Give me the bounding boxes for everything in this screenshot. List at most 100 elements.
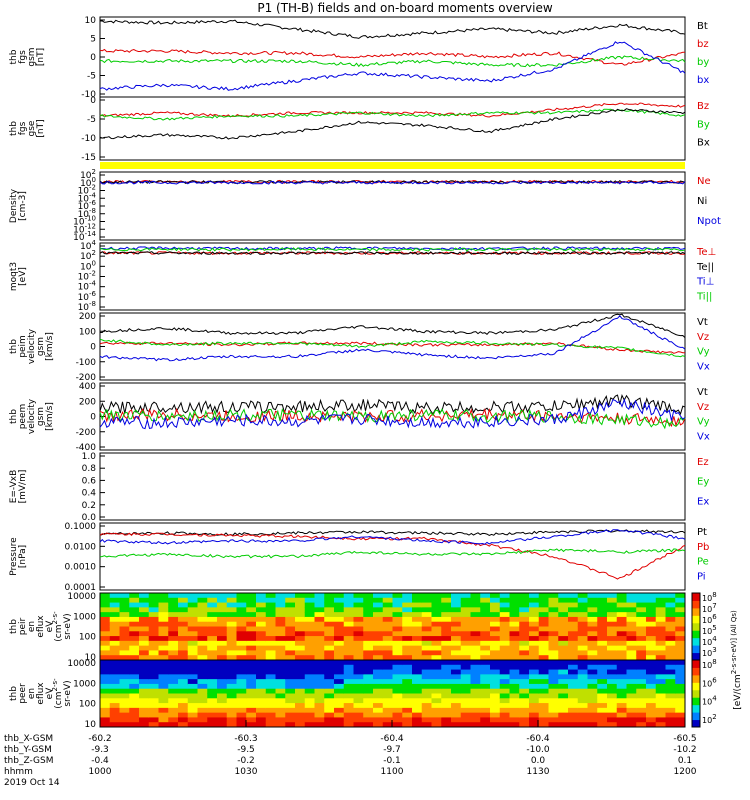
ephemeris-value: -0.1 bbox=[383, 756, 401, 766]
spectrogram-cell bbox=[100, 712, 111, 718]
spectrogram-cell bbox=[373, 688, 384, 694]
spectrogram-cell bbox=[265, 707, 276, 714]
spectrogram-cell bbox=[178, 698, 189, 704]
spectrogram-cell bbox=[441, 650, 452, 656]
panel-7: Pressure [nPa]0.10000.01000.00100.0001PtP… bbox=[9, 522, 709, 593]
spectrogram-cell bbox=[392, 712, 403, 718]
spectrogram-cell bbox=[412, 597, 423, 604]
spectrogram-cell bbox=[295, 698, 306, 704]
spectrogram-cell bbox=[236, 645, 247, 651]
spectrogram-cell bbox=[460, 717, 471, 723]
spectrogram-cell bbox=[626, 650, 637, 656]
spectrogram-cell bbox=[577, 636, 588, 642]
spectrogram-cell bbox=[548, 621, 559, 627]
spectrogram-cell bbox=[568, 616, 579, 623]
spectrogram-cell bbox=[178, 674, 189, 680]
spectrogram-cell bbox=[577, 664, 588, 671]
spectrogram-cell bbox=[431, 616, 442, 623]
spectrogram-cell bbox=[470, 640, 481, 647]
spectrogram-cell bbox=[187, 669, 198, 675]
spectrogram-cell bbox=[655, 597, 666, 604]
spectrogram-cell bbox=[353, 626, 364, 632]
ephemeris-value: -60.4 bbox=[526, 734, 550, 744]
spectrogram-cell bbox=[246, 722, 257, 728]
spectrogram-cell bbox=[509, 640, 520, 647]
spectrogram-cell bbox=[382, 655, 393, 661]
spectrogram-cell bbox=[304, 660, 315, 666]
spectrogram-cell bbox=[402, 703, 413, 709]
spectrogram-cell bbox=[587, 722, 598, 728]
spectrogram-cell bbox=[285, 660, 296, 666]
spectrogram-cell bbox=[304, 679, 315, 685]
spectrogram-cell bbox=[100, 631, 111, 637]
legend-Vz: Vz bbox=[697, 402, 709, 413]
spectrogram-cell bbox=[519, 636, 530, 642]
spectrogram-cell bbox=[490, 660, 501, 666]
spectrogram-cell bbox=[109, 683, 120, 690]
spectrogram-cell bbox=[382, 717, 393, 723]
spectrogram-cell bbox=[275, 664, 286, 671]
spectrogram-cell bbox=[675, 655, 686, 661]
spectrogram-cell bbox=[343, 597, 354, 604]
spectrogram-cell bbox=[392, 688, 403, 694]
spectrogram-cell bbox=[431, 650, 442, 656]
legend-Te⊥: Te⊥ bbox=[696, 247, 716, 258]
spectrogram-cell bbox=[558, 597, 569, 604]
spectrogram-cell bbox=[304, 607, 315, 613]
spectrogram-cell bbox=[451, 655, 462, 661]
spectrogram-cell bbox=[441, 669, 452, 675]
spectrogram-cell bbox=[256, 664, 267, 671]
spectrogram-cell bbox=[148, 717, 159, 723]
spectrogram-cell bbox=[363, 636, 374, 642]
spectrogram-cell bbox=[655, 679, 666, 685]
spectrogram-cell bbox=[480, 593, 491, 599]
spectrogram-cell bbox=[139, 660, 150, 666]
spectrogram-cell bbox=[548, 626, 559, 632]
spectrogram-cell bbox=[178, 688, 189, 694]
spectrogram-cell bbox=[168, 717, 179, 723]
spectrogram-cell bbox=[285, 674, 296, 680]
spectrogram-cell bbox=[314, 636, 325, 642]
spectrogram-cell bbox=[148, 612, 159, 618]
series-Vx bbox=[99, 315, 686, 362]
spectrogram-cell bbox=[139, 679, 150, 685]
ephemeris-value: -60.3 bbox=[234, 734, 257, 744]
spectrogram-cell bbox=[275, 621, 286, 627]
spectrogram-cell bbox=[265, 669, 276, 675]
spectrogram-cell bbox=[587, 703, 598, 709]
spectrogram-cell bbox=[519, 717, 530, 723]
spectrogram-cell bbox=[655, 703, 666, 709]
spectrogram-cell bbox=[109, 597, 120, 604]
spectrogram-cell bbox=[568, 674, 579, 680]
spectrogram-cell bbox=[158, 674, 169, 680]
spectrogram-cell bbox=[334, 717, 345, 723]
spectrogram-cell bbox=[158, 698, 169, 704]
spectrogram-cell bbox=[587, 664, 598, 671]
spectrogram-cell bbox=[655, 683, 666, 690]
spectrogram-cell bbox=[499, 669, 510, 675]
spectrogram-cell bbox=[499, 664, 510, 671]
spectrogram-cell bbox=[626, 688, 637, 694]
spectrogram-cell bbox=[607, 650, 618, 656]
spectrogram-cell bbox=[451, 717, 462, 723]
spectrogram-cell bbox=[148, 640, 159, 647]
spectrogram-cell bbox=[538, 640, 549, 647]
spectrogram-cell bbox=[412, 593, 423, 599]
spectrogram-cell bbox=[568, 703, 579, 709]
colorbar-segment bbox=[692, 660, 700, 668]
spectrogram-cell bbox=[265, 626, 276, 632]
spectrogram-cell bbox=[665, 655, 676, 661]
spectrogram-cell bbox=[587, 693, 598, 699]
spectrogram-cell bbox=[275, 688, 286, 694]
spectrogram-cell bbox=[490, 707, 501, 714]
spectrogram-cell bbox=[607, 607, 618, 613]
spectrogram-cell bbox=[451, 631, 462, 637]
spectrogram-cell bbox=[314, 616, 325, 623]
spectrogram-cell bbox=[304, 688, 315, 694]
spectrogram-cell bbox=[373, 636, 384, 642]
spectrogram-cell bbox=[597, 607, 608, 613]
spectrogram-cell bbox=[382, 669, 393, 675]
spectrogram-cell bbox=[256, 640, 267, 647]
spectrogram-cell bbox=[568, 698, 579, 704]
panel-frame bbox=[99, 96, 686, 161]
